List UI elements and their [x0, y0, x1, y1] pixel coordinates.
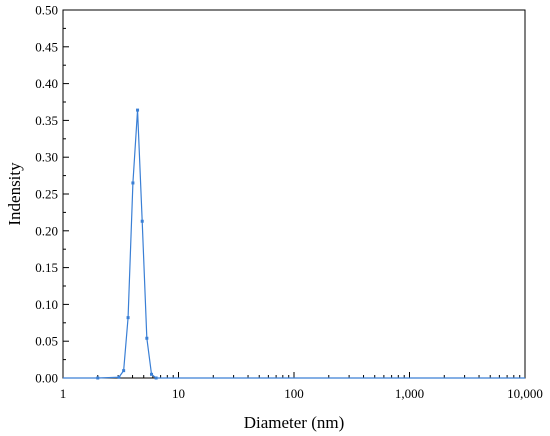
y-tick-label: 0.30: [35, 150, 58, 165]
y-tick-label: 0.00: [35, 371, 58, 386]
data-point: [96, 376, 100, 380]
x-tick-label: 1,000: [395, 386, 424, 401]
y-tick-label: 0.45: [35, 39, 58, 54]
data-point: [122, 369, 126, 373]
series-line: [63, 110, 525, 379]
y-tick-label: 0.50: [35, 3, 58, 18]
x-axis-label: Diameter (nm): [244, 413, 345, 432]
y-tick-label: 0.05: [35, 334, 58, 349]
y-tick-label: 0.25: [35, 187, 58, 202]
y-tick-label: 0.20: [35, 223, 58, 238]
y-tick-label: 0.40: [35, 76, 58, 91]
y-tick-label: 0.10: [35, 297, 58, 312]
data-point: [117, 375, 121, 379]
y-tick-label: 0.15: [35, 260, 58, 275]
x-tick-label: 10: [172, 386, 185, 401]
data-point: [140, 219, 144, 223]
data-point: [136, 108, 140, 112]
y-tick-label: 0.35: [35, 113, 58, 128]
data-point: [154, 376, 158, 380]
y-axis-ticks: 0.00 0.05 0.10 0.15 0.20 0.25 0.30 0.35 0.40 0.45…: [35, 3, 69, 386]
x-axis-ticks: 1 10 100 1,000 10,000: [60, 372, 543, 401]
x-tick-label: 100: [284, 386, 304, 401]
data-point: [131, 181, 135, 185]
data-point: [145, 336, 149, 340]
series-layer: [63, 108, 525, 380]
x-tick-label: 10,000: [507, 386, 543, 401]
data-point: [126, 316, 130, 320]
y-axis-label: Indensity: [5, 162, 24, 226]
x-tick-label: 1: [60, 386, 67, 401]
data-point: [150, 372, 154, 376]
